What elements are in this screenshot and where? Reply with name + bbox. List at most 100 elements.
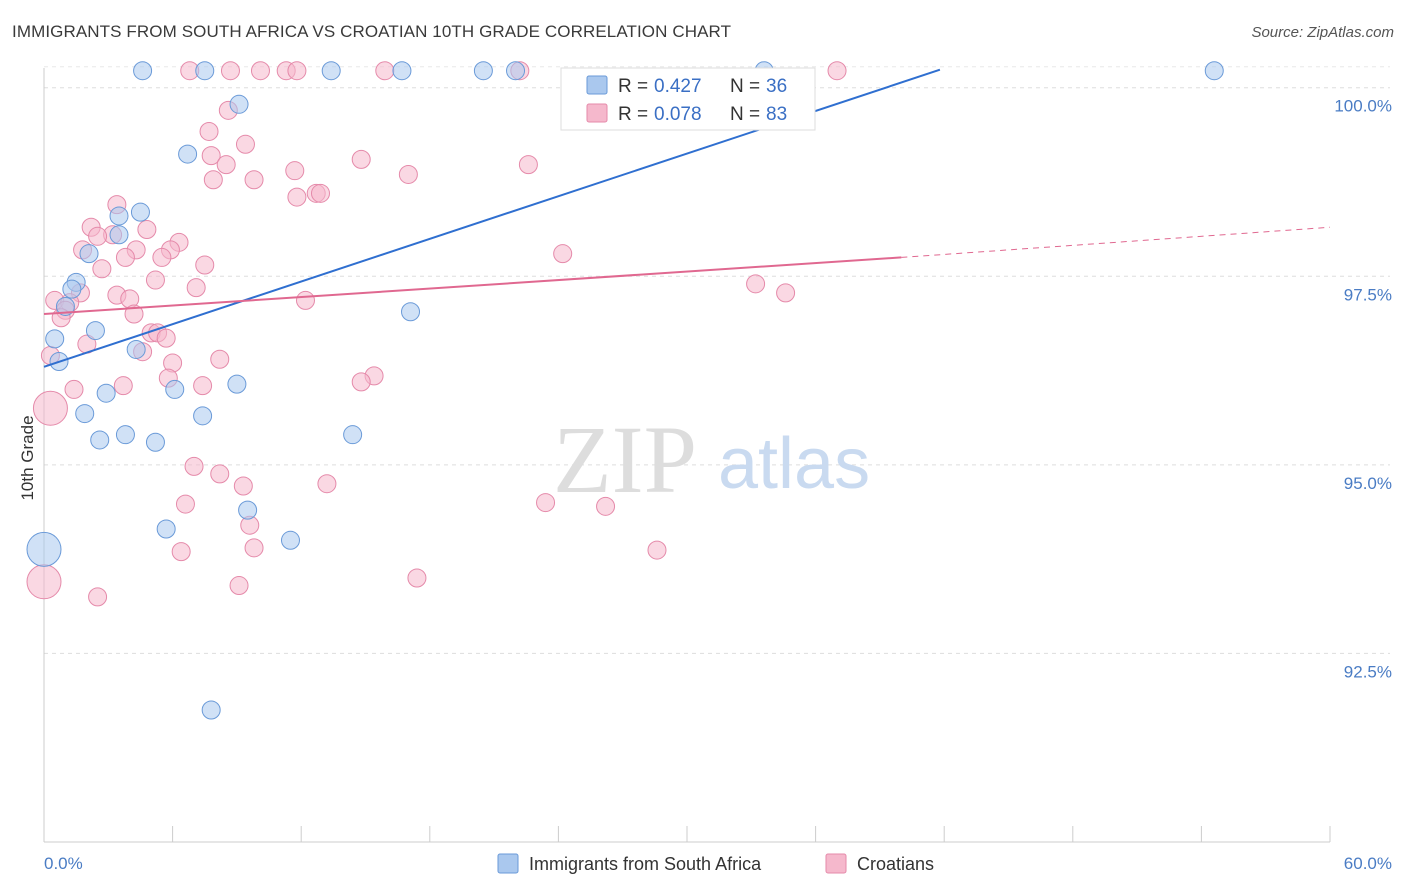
croatians-point [199,121,219,141]
legend-swatch-blue [586,75,608,95]
croatians-points [26,61,847,607]
legend-swatch-pink [586,103,608,123]
croatians-point [776,283,796,303]
south-africa-point [133,61,153,81]
croatians-trend-extension [901,226,1331,258]
stats-legend: R = 0.427 N = 36 R = 0.078 N = 83 [560,67,816,131]
legend-r-label-pink: R = [618,104,648,125]
series-legend: Immigrants from South Africa Croatians [497,853,934,874]
watermark: ZIP atlas [553,406,870,513]
croatians-point [92,259,112,279]
south-africa-point [62,279,82,299]
croatians-point [553,244,573,264]
legend-r-value-blue: 0.427 [654,76,702,97]
croatians-point [596,496,616,516]
croatians-point [201,146,221,166]
croatians-point [210,349,230,369]
y-tick-label: 97.5% [1344,285,1392,304]
croatians-point [145,270,165,290]
south-africa-point [156,519,176,539]
croatians-point [518,155,538,175]
croatians-point [88,226,108,246]
croatians-point [647,540,667,560]
croatians-point [407,568,427,588]
croatians-point [203,170,223,190]
croatians-trend-line [43,256,902,315]
south-africa-point [109,206,129,226]
croatians-point [186,278,206,298]
croatians-point [88,587,108,607]
watermark-atlas: atlas [718,424,870,504]
south-africa-points [26,61,1224,720]
south-africa-point [96,383,116,403]
x-tick-labels: 0.0% 60.0% [44,854,1392,873]
south-africa-point [473,61,493,81]
series-legend-swatch-pink [825,853,847,874]
croatians-point [171,542,191,562]
series-legend-swatch-blue [497,853,519,874]
south-africa-point [75,404,95,424]
croatians-point [235,134,255,154]
y-tick-label: 95.0% [1344,474,1392,493]
south-africa-point [165,379,185,399]
y-tick-label: 100.0% [1334,97,1392,116]
legend-r-label-blue: R = [618,76,648,97]
croatians-point [193,376,213,396]
south-africa-point [178,144,198,164]
series-legend-label-blue: Immigrants from South Africa [529,854,762,874]
south-africa-point [343,425,363,445]
south-africa-point [321,61,341,81]
x-tick-label: 60.0% [1344,854,1392,873]
croatians-point [26,564,62,600]
south-africa-point [401,302,421,322]
south-africa-point [55,296,75,316]
axis-layer [43,68,1331,843]
south-africa-point [145,432,165,452]
croatians-point [137,220,157,240]
croatians-point [32,390,68,426]
south-africa-point [85,321,105,341]
croatians-point [746,274,766,294]
south-africa-point [201,700,221,720]
y-tick-label: 92.5% [1344,662,1392,681]
legend-n-label-blue: N = [730,76,760,97]
chart-title: IMMIGRANTS FROM SOUTH AFRICA VS CROATIAN… [12,22,732,41]
legend-r-value-pink: 0.078 [654,104,702,125]
croatians-point [113,376,133,396]
croatians-point [317,474,337,494]
croatians-point [287,61,307,81]
croatians-point [244,170,264,190]
y-tick-labels: 92.5% 95.0% 97.5% 100.0% [1334,97,1392,682]
croatians-point [115,247,135,267]
south-africa-point [238,500,258,520]
south-africa-point [506,61,526,81]
south-africa-point [280,530,300,550]
croatians-point [195,255,215,275]
croatians-point [152,247,172,267]
south-africa-point [1204,61,1224,81]
croatians-point [285,161,305,181]
croatians-point [375,61,395,81]
source-label: Source: ZipAtlas.com [1251,24,1394,41]
grid-layer [44,66,1390,654]
croatians-point [220,61,240,81]
south-africa-point [45,329,65,349]
south-africa-point [79,244,99,264]
croatians-point [398,164,418,184]
watermark-zip: ZIP [553,406,697,513]
legend-n-value-blue: 36 [766,76,787,97]
south-africa-point [227,374,247,394]
croatians-point [175,494,195,514]
croatians-point [124,304,144,324]
y-axis-title: 10th Grade [18,415,37,500]
croatians-point [229,576,249,596]
legend-n-label-pink: N = [730,104,760,125]
south-africa-point [90,430,110,450]
croatians-point [287,187,307,207]
croatians-point [351,372,371,392]
croatians-point [156,328,176,348]
croatians-point [250,61,270,81]
croatians-point [295,290,315,310]
south-africa-point [229,94,249,114]
